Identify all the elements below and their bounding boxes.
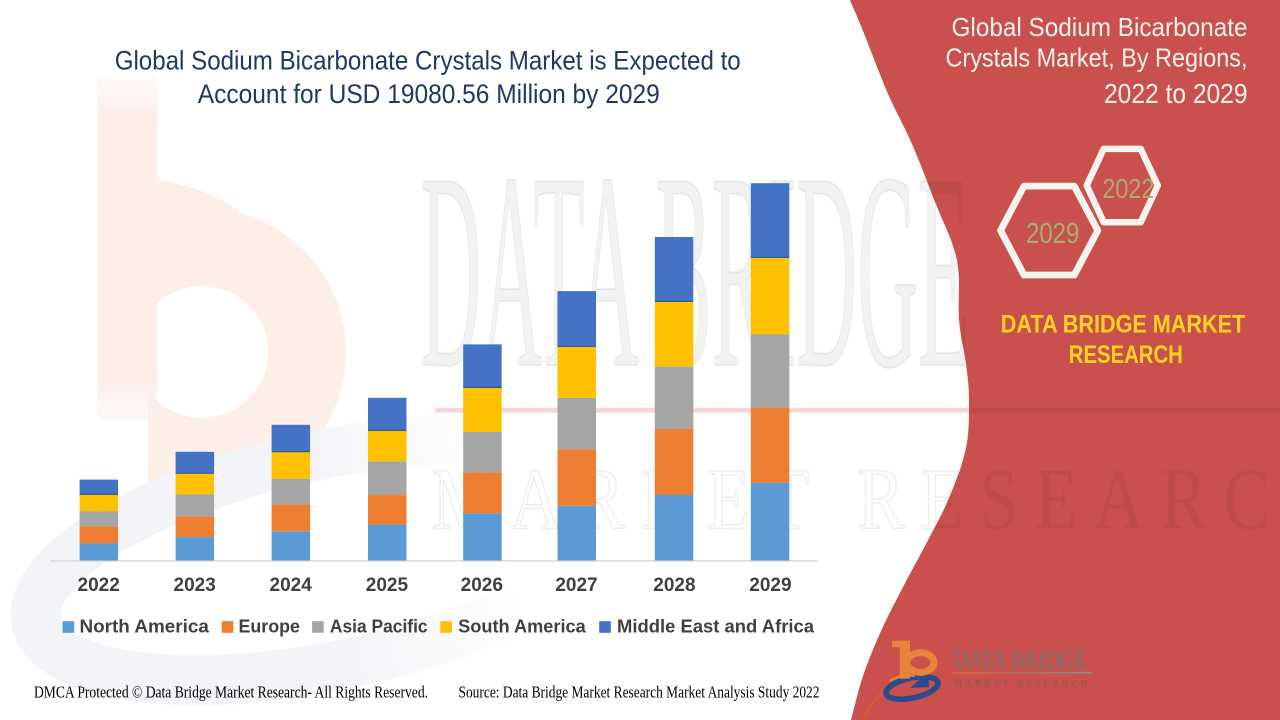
svg-text:2023: 2023: [174, 575, 216, 596]
svg-text:2022: 2022: [1102, 173, 1154, 204]
svg-text:2029: 2029: [749, 575, 791, 596]
svg-text:2029: 2029: [1026, 218, 1080, 250]
svg-text:DMCA Protected © Data Bridge M: DMCA Protected © Data Bridge Market Rese…: [34, 683, 428, 702]
svg-text:Crystals Market, By Regions,: Crystals Market, By Regions,: [946, 43, 1248, 73]
svg-text:2027: 2027: [555, 575, 597, 596]
svg-text:DATA BRIDGE: DATA BRIDGE: [420, 115, 969, 426]
svg-text:RESEARCH: RESEARCH: [1069, 341, 1183, 369]
svg-text:South America: South America: [458, 617, 587, 637]
svg-text:Source: Data Bridge Market Res: Source: Data Bridge Market Research Mark…: [459, 683, 820, 702]
svg-text:2022 to 2029: 2022 to 2029: [1104, 78, 1248, 109]
svg-text:2026: 2026: [461, 575, 503, 596]
svg-text:Global Sodium Bicarbonate: Global Sodium Bicarbonate: [952, 12, 1248, 42]
svg-text:Account for USD 19080.56 Milli: Account for USD 19080.56 Million by 2029: [198, 79, 660, 109]
svg-text:Middle East and Africa: Middle East and Africa: [617, 617, 815, 637]
svg-text:2028: 2028: [653, 575, 695, 596]
svg-text:Europe: Europe: [239, 617, 300, 637]
svg-text:Global Sodium Bicarbonate Crys: Global Sodium Bicarbonate Crystals Marke…: [115, 46, 741, 76]
svg-text:DATA BRIDGE: DATA BRIDGE: [953, 646, 1086, 675]
svg-text:MARKET RESEARCH: MARKET RESEARCH: [954, 679, 1091, 689]
svg-text:North America: North America: [80, 617, 210, 637]
svg-text:2024: 2024: [270, 575, 313, 596]
svg-text:Asia Pacific: Asia Pacific: [330, 617, 428, 637]
svg-text:2025: 2025: [366, 575, 409, 596]
svg-text:DATA BRIDGE MARKET: DATA BRIDGE MARKET: [1001, 311, 1245, 339]
svg-text:2022: 2022: [78, 575, 120, 596]
